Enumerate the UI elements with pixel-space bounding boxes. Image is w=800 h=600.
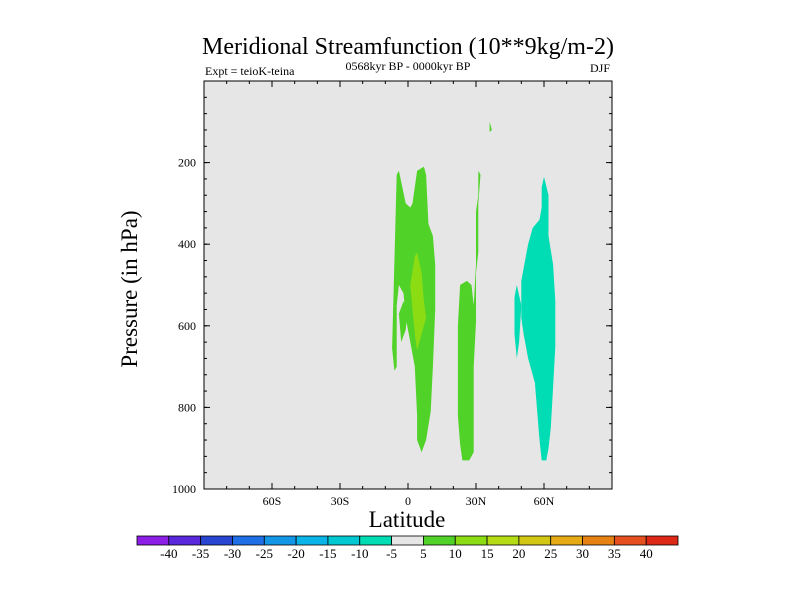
colorbar-box xyxy=(454,535,488,546)
chart-title: Meridional Streamfunction (10**9kg/m-2) xyxy=(202,34,614,60)
colorbar-box xyxy=(327,535,361,546)
colorbar-box xyxy=(391,535,424,546)
x-tick-label: 30N xyxy=(466,494,487,508)
contour-region-3 xyxy=(457,170,481,461)
colorbar-label: -25 xyxy=(256,546,273,561)
x-axis-label: Latitude xyxy=(369,507,446,532)
colorbar-box xyxy=(518,535,552,546)
y-tick-label: 200 xyxy=(178,156,196,170)
colorbar-box xyxy=(136,535,170,546)
axes: 60S 30S 0 30N 60N 200 400 600 800 1000 xyxy=(172,80,613,508)
x-tick-label: 60S xyxy=(263,494,282,508)
x-tick-label: 30S xyxy=(331,494,350,508)
colorbar-label: 25 xyxy=(544,546,557,561)
colorbar-box xyxy=(486,535,520,546)
y-tick-label: 1000 xyxy=(172,482,196,496)
colorbar-box xyxy=(582,535,615,546)
time-range-label: 0568kyr BP - 0000kyr BP xyxy=(346,59,471,73)
colorbar-label: 35 xyxy=(608,546,621,561)
colorbar-box xyxy=(232,535,265,546)
colorbar-label: -15 xyxy=(319,546,336,561)
contour-region-1 xyxy=(410,252,427,351)
colorbar-label: -5 xyxy=(386,546,397,561)
colorbar-label: -30 xyxy=(224,546,241,561)
contour-region-5 xyxy=(521,176,556,461)
colorbar-label: -40 xyxy=(160,546,177,561)
colorbar: -40 -35 -30 -25 -20 -15 -10 -5 5 10 15 20 25 30 35 40 xyxy=(136,535,679,561)
colorbar-box xyxy=(645,535,679,546)
colorbar-label: -20 xyxy=(287,546,304,561)
colorbar-label: 40 xyxy=(640,546,653,561)
contour-region-6 xyxy=(514,285,522,359)
x-tick-label: 60N xyxy=(534,494,555,508)
colorbar-box xyxy=(359,535,392,546)
season-label: DJF xyxy=(590,61,610,75)
y-tick-label: 600 xyxy=(178,319,196,333)
colorbar-box xyxy=(295,535,329,546)
colorbar-box xyxy=(613,535,647,546)
y-axis-label: Pressure (in hPa) xyxy=(117,210,142,367)
contour-region-2 xyxy=(398,301,408,343)
colorbar-box xyxy=(550,535,583,546)
colorbar-label: 20 xyxy=(512,546,525,561)
colorbar-label: 10 xyxy=(449,546,462,561)
colorbar-box xyxy=(423,535,456,546)
experiment-label: Expt = teioK-teina xyxy=(205,64,295,78)
colorbar-label: -35 xyxy=(192,546,209,561)
contour-region-4 xyxy=(489,121,492,132)
x-tick-label: 0 xyxy=(405,494,411,508)
colorbar-label: 5 xyxy=(420,546,427,561)
colorbar-label: 15 xyxy=(481,546,494,561)
colorbar-label: -10 xyxy=(351,546,368,561)
y-tick-label: 400 xyxy=(178,237,196,251)
y-tick-label: 800 xyxy=(178,400,196,414)
colorbar-box xyxy=(200,535,233,546)
plot-area xyxy=(204,81,612,489)
colorbar-box xyxy=(168,535,202,546)
colorbar-box xyxy=(263,535,297,546)
colorbar-label: 30 xyxy=(576,546,589,561)
